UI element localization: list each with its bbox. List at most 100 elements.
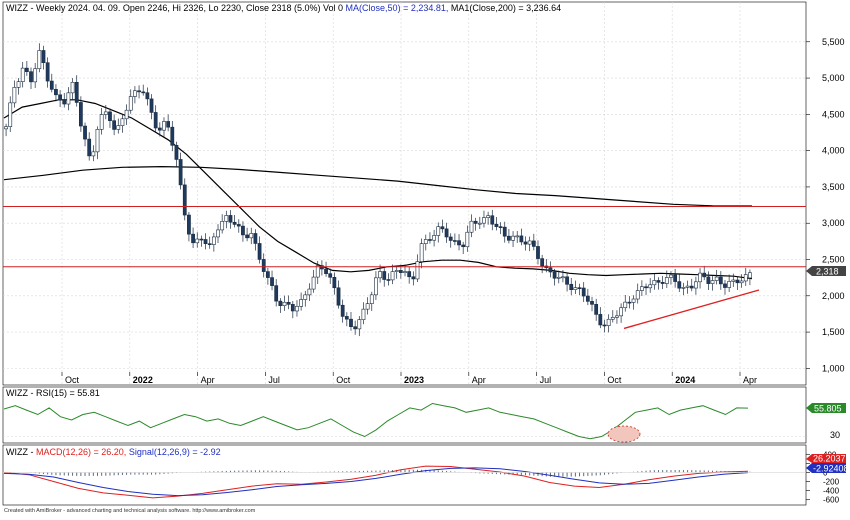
- candle-body: [299, 299, 304, 307]
- macd-value: 26.2037: [813, 454, 846, 464]
- candle-body: [124, 109, 129, 120]
- candle-body: [241, 225, 245, 236]
- candle-body: [610, 317, 615, 320]
- candle-body: [141, 91, 146, 94]
- candle-body: [457, 240, 461, 246]
- candle-body: [41, 50, 46, 63]
- candle-body: [70, 82, 75, 94]
- candle-body: [585, 295, 590, 302]
- candle-body: [523, 241, 528, 245]
- candle-body: [382, 271, 387, 280]
- signal-value: -2.92408: [813, 464, 849, 474]
- candle-body: [191, 233, 195, 244]
- time-tick-label: 2022: [133, 375, 153, 385]
- candle-body: [660, 282, 665, 284]
- candle-body: [162, 121, 166, 131]
- candle-body: [290, 304, 295, 312]
- price-tick-label: 1,500: [822, 327, 845, 337]
- candle-body: [423, 239, 428, 244]
- candle-body: [469, 220, 474, 233]
- candle-body: [461, 244, 466, 248]
- rsi-curve: [3, 402, 749, 440]
- candle-body: [594, 304, 599, 315]
- candle-body: [120, 118, 125, 126]
- candle-body: [498, 226, 503, 228]
- candle-body: [87, 138, 92, 157]
- candle-body: [170, 126, 175, 146]
- candle-body: [228, 215, 233, 223]
- candle-body: [216, 229, 220, 238]
- candle-body: [556, 276, 561, 279]
- price-tick-label: 4,500: [822, 109, 845, 119]
- candle-body: [536, 246, 540, 259]
- ma200-curve: [3, 165, 753, 207]
- candle-body: [507, 235, 511, 241]
- candle-body: [74, 82, 79, 103]
- candle-body: [718, 276, 723, 285]
- candle-body: [486, 215, 491, 218]
- signal-curve: [3, 467, 749, 497]
- rsi-tick-30: 30: [830, 430, 840, 440]
- candle-body: [307, 288, 312, 296]
- candle-body: [95, 129, 100, 153]
- candle-body: [174, 145, 179, 160]
- candle-body: [103, 111, 108, 115]
- candle-body: [236, 224, 241, 227]
- candle-body: [465, 231, 470, 248]
- candle-body: [112, 120, 117, 130]
- rsi-oversold-highlight: [607, 425, 641, 443]
- candle-body: [473, 220, 478, 224]
- candle-body: [573, 287, 578, 290]
- price-tick-label: 3,000: [822, 218, 845, 228]
- price-tick-label: 2,000: [822, 291, 845, 301]
- candle-body: [220, 221, 225, 231]
- candle-body: [336, 287, 341, 306]
- candle-body: [723, 283, 727, 288]
- candle-body: [735, 279, 740, 284]
- candle-body: [552, 271, 557, 279]
- candle-body: [639, 286, 644, 291]
- macd-tick-label: -600: [823, 496, 840, 505]
- candle-body: [698, 272, 702, 283]
- candle-body: [203, 239, 208, 244]
- candle-body: [531, 240, 536, 247]
- candle-body: [477, 222, 482, 225]
- candle-body: [681, 287, 686, 289]
- candle-body: [565, 276, 569, 285]
- candle-body: [149, 98, 154, 113]
- candle-body: [623, 301, 628, 309]
- rsi-panel: [2, 386, 807, 444]
- candle-body: [407, 271, 412, 278]
- candle-body: [261, 259, 266, 272]
- candle-body: [748, 272, 752, 279]
- candle-body: [224, 215, 229, 222]
- candle-body: [128, 96, 133, 111]
- candle-body: [519, 235, 524, 243]
- candle-body: [664, 277, 669, 284]
- candle-body: [278, 300, 283, 306]
- candle-body: [361, 308, 366, 321]
- candle-body: [37, 50, 42, 70]
- candle-body: [357, 319, 362, 330]
- candle-body: [627, 301, 632, 304]
- candle-body: [157, 127, 162, 131]
- candle-body: [515, 235, 520, 238]
- candle-body: [440, 226, 445, 230]
- candle-body: [482, 217, 486, 224]
- horizontal-gridlines: [3, 41, 806, 369]
- candle-body: [511, 235, 515, 241]
- time-tick-label: Jul: [540, 375, 552, 385]
- candle-body: [428, 239, 432, 241]
- candle-body: [8, 102, 13, 127]
- candle-body: [295, 306, 299, 312]
- candle-body: [706, 276, 711, 284]
- candle-body: [182, 184, 187, 216]
- candle-body: [178, 159, 183, 186]
- candle-body: [253, 233, 258, 244]
- candle-body: [448, 236, 453, 241]
- candle-body: [415, 261, 420, 280]
- candle-body: [398, 270, 403, 273]
- candle-body: [133, 90, 137, 97]
